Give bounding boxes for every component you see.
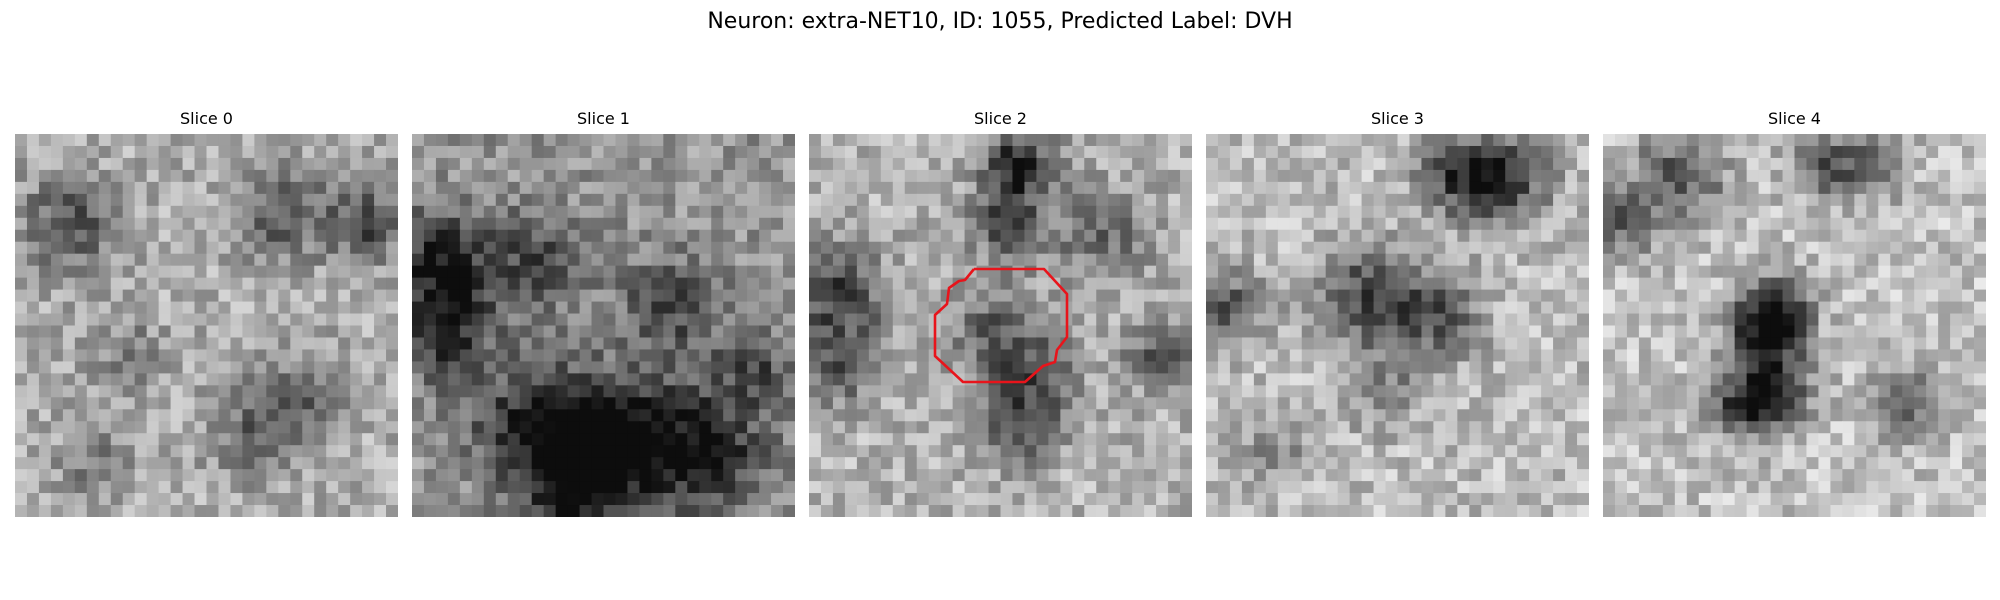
slice-image [1603,134,1986,517]
slice-title: Slice 1 [577,109,630,128]
slice-image [412,134,795,517]
slice-image [1206,134,1589,517]
slice-title: Slice 2 [974,109,1027,128]
slice-title: Slice 3 [1371,109,1424,128]
figure-title: Neuron: extra-NET10, ID: 1055, Predicted… [707,9,1293,34]
slice-title: Slice 0 [180,109,233,128]
slice-image [15,134,398,517]
roi-contour [933,267,1069,384]
slice-image [809,134,1192,517]
slice-title: Slice 4 [1768,109,1821,128]
